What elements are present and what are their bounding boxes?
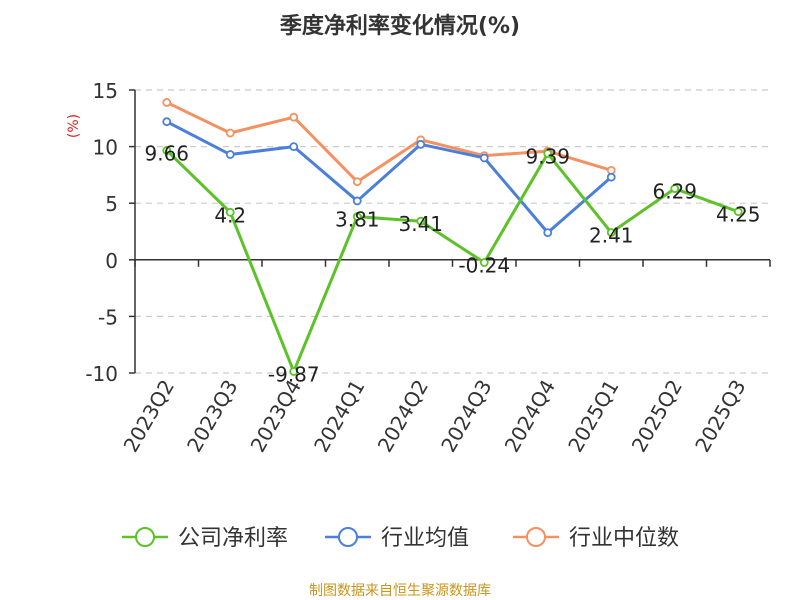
y-axis-label: (%) — [66, 114, 82, 138]
data-point — [289, 112, 299, 122]
data-point — [352, 212, 362, 222]
series-line — [166, 120, 613, 235]
data-label: 9.66 — [144, 141, 189, 165]
data-point — [606, 228, 616, 237]
data-label: 3.41 — [398, 212, 443, 236]
y-tick-label: 5 — [105, 192, 118, 216]
data-point — [543, 228, 553, 238]
data-point — [352, 196, 362, 206]
legend-marker — [338, 527, 358, 547]
data-point — [225, 128, 235, 138]
data-label: 4.25 — [716, 203, 761, 227]
data-label: 9.39 — [525, 145, 570, 169]
legend-label: 行业均值 — [381, 526, 469, 551]
x-tick-label: 2024Q1 — [309, 376, 369, 457]
data-point — [479, 258, 489, 267]
data-point — [225, 150, 235, 159]
data-point — [162, 98, 172, 107]
legend-marker — [135, 527, 155, 547]
legend-item: 行业均值 — [325, 526, 469, 551]
x-tick-labels: 2023Q2 2023Q3 2023Q4 2024Q1 2024Q2 2024Q3 2024… — [119, 376, 751, 457]
legend-marker — [526, 527, 546, 547]
series-line — [165, 149, 739, 374]
data-point — [606, 172, 616, 182]
x-tick-label: 2025Q2 — [627, 376, 687, 457]
y-tick-label: 10 — [93, 136, 118, 160]
legend: 公司净利率 行业均值 行业中位数 — [122, 526, 679, 551]
x-tick-label: 2025Q1 — [563, 376, 623, 457]
data-point — [670, 184, 680, 193]
legend-item: 行业中位数 — [513, 526, 679, 551]
series-group — [162, 98, 743, 376]
data-point — [352, 177, 362, 187]
x-tick-label: 2024Q3 — [436, 376, 496, 457]
data-point — [733, 207, 743, 217]
source-note: 制图数据来自恒生聚源数据库 — [309, 583, 491, 599]
y-tick-label: -5 — [98, 305, 118, 329]
data-point — [289, 367, 299, 376]
legend-label: 公司净利率 — [178, 526, 288, 551]
data-point — [416, 216, 426, 226]
data-label: 4.2 — [214, 203, 246, 227]
x-tick-label: 2025Q3 — [690, 376, 750, 457]
data-point — [225, 207, 235, 217]
y-tick-label: -10 — [85, 362, 118, 386]
data-point — [416, 139, 426, 149]
data-label: 2.41 — [589, 224, 634, 248]
x-tick-label: 2023Q2 — [119, 376, 179, 457]
data-point — [543, 149, 553, 158]
data-label: 3.81 — [335, 208, 380, 232]
axes — [129, 89, 771, 374]
data-point — [162, 117, 172, 127]
x-tick-label: 2023Q4 — [246, 376, 306, 457]
x-tick-label: 2024Q2 — [373, 376, 433, 457]
y-tick-label: 0 — [105, 249, 118, 273]
x-tick-label: 2023Q3 — [182, 376, 242, 457]
y-tick-labels: -10 -5 0 5 10 15 — [85, 79, 118, 386]
grid-lines — [135, 89, 770, 374]
data-label: -9.87 — [268, 363, 320, 387]
legend-label: 行业中位数 — [569, 526, 679, 551]
x-tick-label: 2024Q4 — [500, 376, 560, 457]
chart-title: 季度净利率变化情况(%) — [280, 13, 520, 39]
data-point — [162, 146, 172, 155]
data-label: 6.29 — [652, 180, 697, 204]
data-labels: 9.66 4.2 -9.87 3.81 3.41 -0.24 9.39 2.41 6.29 4.2… — [144, 141, 760, 386]
legend-item: 公司净利率 — [122, 526, 288, 551]
data-point — [479, 153, 489, 163]
series-line — [166, 101, 612, 184]
y-tick-label: 15 — [93, 79, 118, 103]
data-label: -0.24 — [458, 254, 510, 278]
data-point — [289, 142, 299, 152]
